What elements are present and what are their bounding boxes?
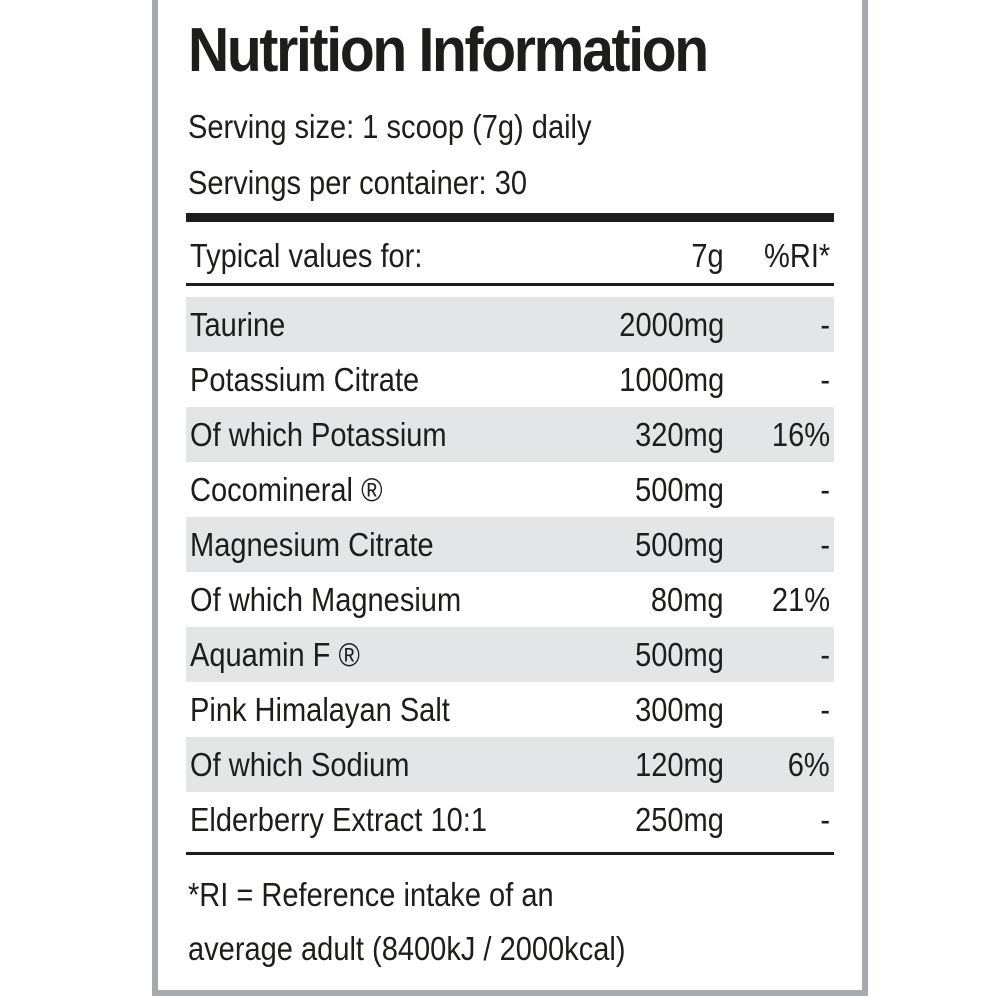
- label-title: Nutrition Information: [188, 16, 709, 85]
- nutrient-amount: 320mg: [635, 416, 724, 453]
- thick-divider: [186, 213, 834, 222]
- nutrient-amount: 500mg: [635, 471, 724, 508]
- table-row: Elderberry Extract 10:1 250mg -: [186, 792, 834, 847]
- nutrient-name: Of which Sodium: [190, 746, 410, 783]
- nutrient-ri: -: [820, 691, 830, 728]
- nutrient-ri: 6%: [788, 746, 830, 783]
- nutrient-name: Magnesium Citrate: [190, 526, 434, 563]
- nutrient-name: Pink Himalayan Salt: [190, 691, 450, 728]
- footnote-line-1: *RI = Reference intake of an: [188, 876, 554, 913]
- header-divider: [186, 283, 834, 286]
- header-amount: 7g: [691, 237, 724, 274]
- nutrient-name: Elderberry Extract 10:1: [190, 801, 487, 838]
- table-row: Cocomineral ® 500mg -: [186, 462, 834, 517]
- nutrient-amount: 500mg: [635, 636, 724, 673]
- nutrient-amount: 250mg: [635, 801, 724, 838]
- nutrient-name: Potassium Citrate: [190, 361, 420, 398]
- table-row: Taurine 2000mg -: [186, 297, 834, 352]
- nutrient-ri: 21%: [771, 581, 830, 618]
- nutrient-name: Of which Potassium: [190, 416, 447, 453]
- nutrient-ri: -: [820, 471, 830, 508]
- header-ri: %RI*: [763, 237, 830, 274]
- table-header-row: Typical values for: 7g %RI*: [186, 228, 834, 283]
- bottom-divider: [186, 852, 834, 855]
- nutrient-ri: -: [820, 526, 830, 563]
- footnote-line-2: average adult (8400kJ / 2000kcal): [188, 930, 626, 967]
- table-row: Pink Himalayan Salt 300mg -: [186, 682, 834, 737]
- nutrient-amount: 1000mg: [619, 361, 724, 398]
- table-row: Of which Sodium 120mg 6%: [186, 737, 834, 792]
- table-row: Potassium Citrate 1000mg -: [186, 352, 834, 407]
- nutrient-amount: 500mg: [635, 526, 724, 563]
- nutrient-amount: 120mg: [635, 746, 724, 783]
- table-row: Of which Magnesium 80mg 21%: [186, 572, 834, 627]
- header-label: Typical values for:: [190, 237, 423, 274]
- table-row: Magnesium Citrate 500mg -: [186, 517, 834, 572]
- table-row: Of which Potassium 320mg 16%: [186, 407, 834, 462]
- nutrient-amount: 2000mg: [619, 306, 724, 343]
- nutrient-name: Cocomineral ®: [190, 471, 383, 508]
- nutrient-name: Of which Magnesium: [190, 581, 462, 618]
- nutrient-ri: -: [820, 306, 830, 343]
- nutrition-label: Nutrition Information Serving size: 1 sc…: [152, 0, 868, 996]
- servings-per-container: Servings per container: 30: [188, 164, 528, 201]
- nutrient-ri: -: [820, 801, 830, 838]
- nutrient-ri: -: [820, 636, 830, 673]
- nutrient-name: Aquamin F ®: [190, 636, 360, 673]
- nutrient-name: Taurine: [190, 306, 286, 343]
- nutrient-ri: -: [820, 361, 830, 398]
- nutrient-ri: 16%: [771, 416, 830, 453]
- nutrient-amount: 300mg: [635, 691, 724, 728]
- nutrient-amount: 80mg: [651, 581, 724, 618]
- serving-size: Serving size: 1 scoop (7g) daily: [188, 108, 592, 145]
- table-row: Aquamin F ® 500mg -: [186, 627, 834, 682]
